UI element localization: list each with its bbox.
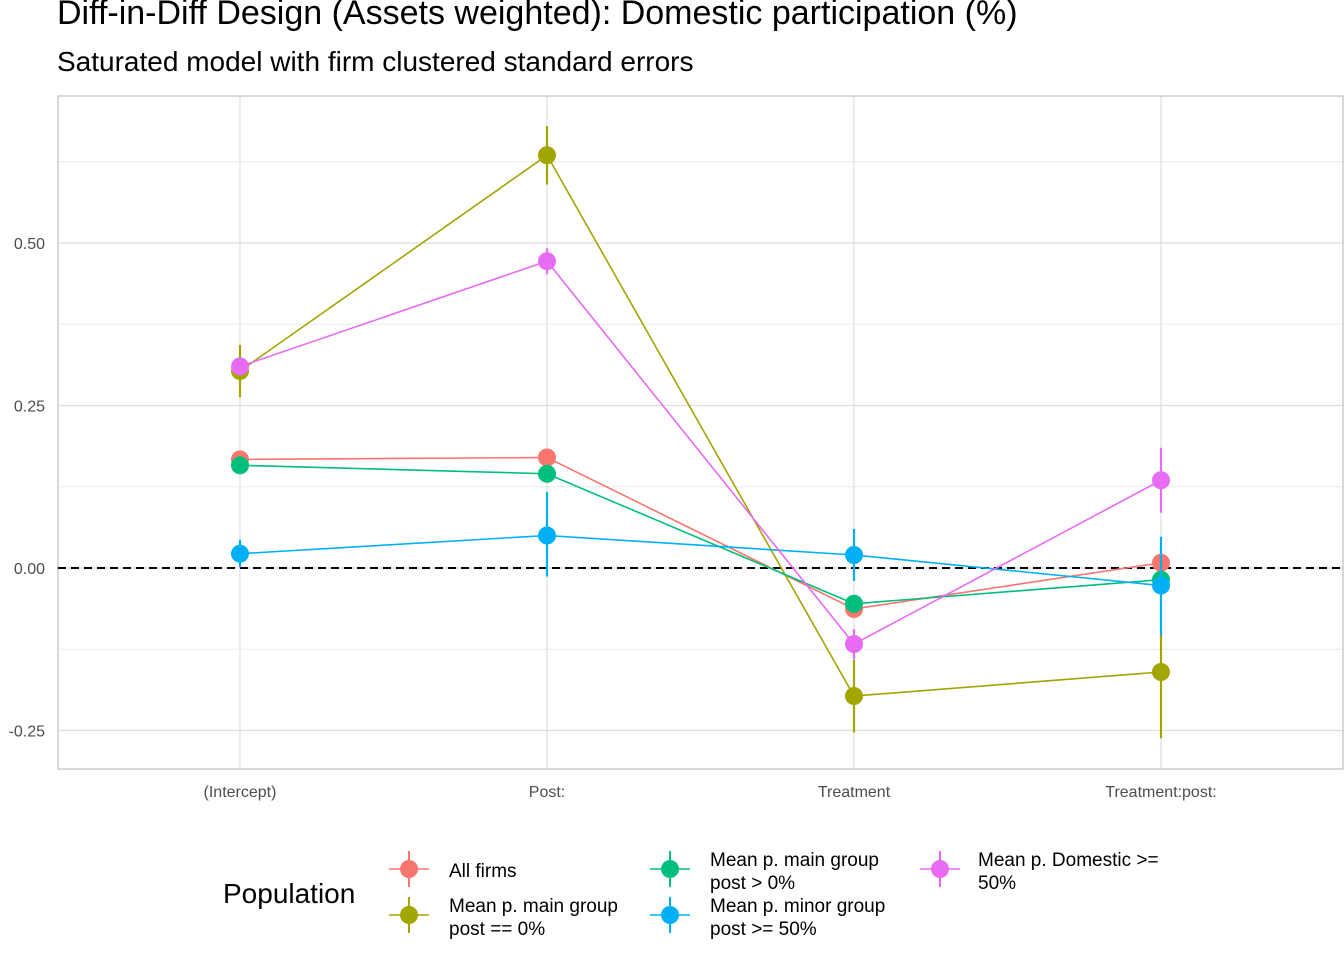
data-point [845, 687, 863, 706]
legend-label: post >= 50% [710, 919, 817, 940]
x-tick-label: Treatment [818, 784, 891, 801]
series-line [239, 464, 1162, 605]
plot-panel-border [57, 95, 1344, 770]
data-point [231, 456, 249, 475]
legend-item: All firms [389, 851, 517, 887]
data-point [845, 546, 863, 564]
data-point [231, 357, 249, 376]
data-point [538, 448, 556, 467]
legend-label: 50% [978, 873, 1016, 894]
legend-label: post > 0% [710, 873, 795, 894]
series-line [239, 456, 1162, 610]
data-point [845, 635, 863, 654]
legend-key-point [931, 860, 949, 878]
legend-label: All firms [449, 861, 517, 882]
legend-key-point [400, 906, 418, 924]
series [231, 248, 1170, 659]
data-point [845, 594, 863, 613]
series-line [239, 154, 1162, 697]
x-tick-label: Post: [529, 784, 565, 801]
series [231, 126, 1170, 739]
grid-lines [58, 96, 1343, 769]
x-tick-label: (Intercept) [204, 784, 277, 801]
series [231, 448, 1170, 618]
y-tick-label: -0.25 [9, 724, 46, 741]
data-point [1152, 663, 1170, 681]
y-tick-label: 0.25 [14, 399, 45, 416]
data-point [538, 146, 556, 165]
series-line [239, 534, 1162, 587]
legend-title: Population [223, 878, 355, 909]
data-point [538, 464, 556, 483]
data-point [538, 252, 556, 271]
series-group [231, 126, 1170, 739]
x-tick-label: Treatment:post: [1105, 784, 1216, 801]
data-point [538, 526, 556, 545]
chart-title: Diff-in-Diff Design (Assets weighted): D… [57, 0, 1018, 32]
data-point [1152, 471, 1170, 490]
data-point [1152, 576, 1170, 595]
legend-label: Mean p. minor group [710, 896, 885, 917]
data-point [231, 544, 249, 563]
y-tick-label: 0.50 [14, 236, 45, 253]
series-line [239, 260, 1162, 646]
legend-key-point [661, 860, 679, 878]
legend-label: Mean p. main group [449, 896, 618, 917]
series [231, 491, 1170, 635]
legend-label: Mean p. main group [710, 850, 879, 871]
legend-label: Mean p. Domestic >= [978, 850, 1159, 871]
legend-key-point [400, 860, 418, 878]
legend-key-point [661, 906, 679, 924]
series [231, 456, 1170, 613]
legend-label: post == 0% [449, 919, 545, 940]
legend-item: Mean p. Domestic >=50% [920, 850, 1159, 894]
axis-labels: -0.25 0.00 0.25 0.50 (Intercept) Post: Treatme… [9, 236, 1217, 801]
chart-subtitle: Saturated model with firm clustered stan… [57, 46, 694, 77]
y-tick-label: 0.00 [14, 561, 45, 578]
